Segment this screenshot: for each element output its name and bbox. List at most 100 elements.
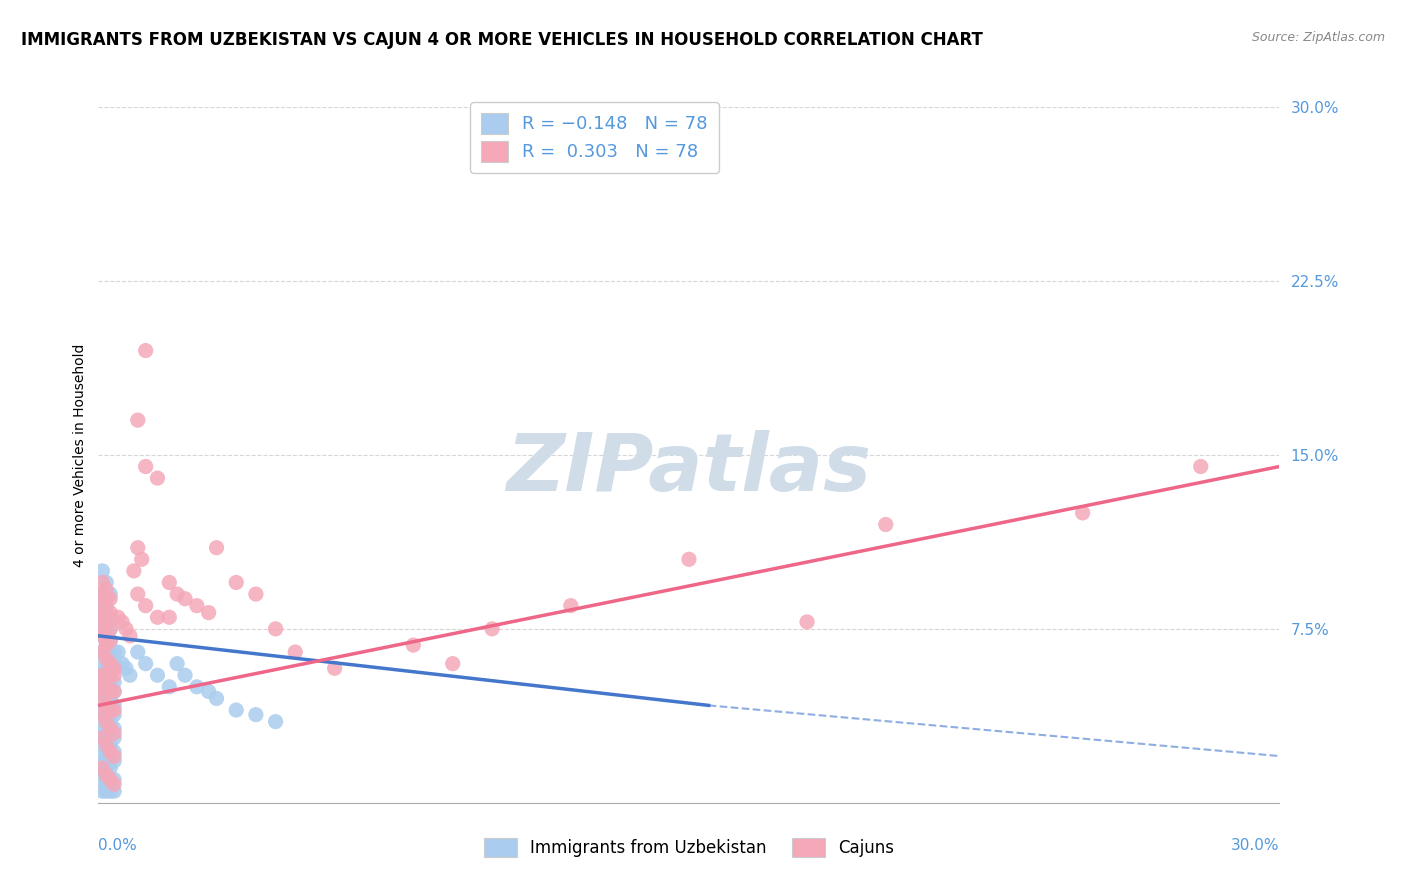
Point <box>91 629 114 643</box>
Point <box>96 575 118 590</box>
Point <box>91 668 114 682</box>
Point <box>96 749 118 764</box>
Point <box>98 745 121 759</box>
Point <box>103 657 125 671</box>
Point <box>98 726 121 740</box>
Y-axis label: 4 or more Vehicles in Household: 4 or more Vehicles in Household <box>73 343 87 566</box>
Point <box>225 575 247 590</box>
Point <box>127 413 149 427</box>
Point <box>91 610 114 624</box>
Point <box>98 703 121 717</box>
Point <box>91 691 114 706</box>
Point <box>98 772 121 787</box>
Point <box>103 675 125 690</box>
Point <box>91 680 114 694</box>
Point <box>91 726 114 740</box>
Point <box>98 633 121 648</box>
Point <box>174 668 197 682</box>
Point <box>875 517 897 532</box>
Point <box>91 668 114 682</box>
Point <box>96 638 118 652</box>
Point <box>98 668 121 682</box>
Point <box>264 714 287 729</box>
Point <box>91 707 114 722</box>
Point <box>107 610 129 624</box>
Point <box>96 691 118 706</box>
Point <box>103 754 125 768</box>
Point <box>98 633 121 648</box>
Point <box>103 731 125 745</box>
Point <box>796 615 818 629</box>
Point <box>103 777 125 791</box>
Point <box>103 661 125 675</box>
Point <box>115 661 138 675</box>
Point <box>96 772 118 787</box>
Point <box>98 645 121 659</box>
Point <box>174 591 197 606</box>
Point <box>96 698 118 713</box>
Point <box>98 606 121 620</box>
Point <box>157 680 180 694</box>
Point <box>205 691 228 706</box>
Text: IMMIGRANTS FROM UZBEKISTAN VS CAJUN 4 OR MORE VEHICLES IN HOUSEHOLD CORRELATION : IMMIGRANTS FROM UZBEKISTAN VS CAJUN 4 OR… <box>21 31 983 49</box>
Point <box>96 661 118 675</box>
Point <box>127 587 149 601</box>
Point <box>96 615 118 629</box>
Point <box>96 606 118 620</box>
Point <box>91 772 114 787</box>
Point <box>245 707 267 722</box>
Point <box>91 587 114 601</box>
Point <box>98 722 121 736</box>
Point <box>91 761 114 775</box>
Point <box>96 680 118 694</box>
Point <box>118 629 141 643</box>
Point <box>560 599 582 613</box>
Point <box>98 714 121 729</box>
Point <box>96 633 118 648</box>
Point <box>96 703 118 717</box>
Point <box>122 564 145 578</box>
Point <box>96 714 118 729</box>
Point <box>323 661 346 675</box>
Point <box>96 668 118 682</box>
Point <box>135 343 157 358</box>
Point <box>98 668 121 682</box>
Point <box>96 645 118 659</box>
Point <box>118 668 141 682</box>
Point <box>127 541 149 555</box>
Point <box>96 599 118 613</box>
Point <box>146 610 169 624</box>
Legend: Immigrants from Uzbekistan, Cajuns: Immigrants from Uzbekistan, Cajuns <box>477 831 901 864</box>
Point <box>166 587 188 601</box>
Point <box>91 714 114 729</box>
Point <box>91 657 114 671</box>
Point <box>284 645 307 659</box>
Point <box>103 784 125 798</box>
Point <box>96 726 118 740</box>
Point <box>135 657 157 671</box>
Point <box>146 471 169 485</box>
Point <box>103 698 125 713</box>
Point <box>103 703 125 717</box>
Point <box>91 599 114 613</box>
Point <box>98 703 121 717</box>
Point <box>96 622 118 636</box>
Point <box>481 622 503 636</box>
Point <box>98 587 121 601</box>
Point <box>98 772 121 787</box>
Point <box>98 591 121 606</box>
Point <box>245 587 267 601</box>
Point <box>103 645 125 659</box>
Point <box>98 761 121 775</box>
Point <box>678 552 700 566</box>
Point <box>98 784 121 798</box>
Point <box>1189 459 1212 474</box>
Point <box>186 680 208 694</box>
Point <box>166 657 188 671</box>
Point <box>98 610 121 624</box>
Point <box>103 684 125 698</box>
Point <box>96 761 118 775</box>
Point <box>107 645 129 659</box>
Point <box>96 638 118 652</box>
Point <box>96 738 118 752</box>
